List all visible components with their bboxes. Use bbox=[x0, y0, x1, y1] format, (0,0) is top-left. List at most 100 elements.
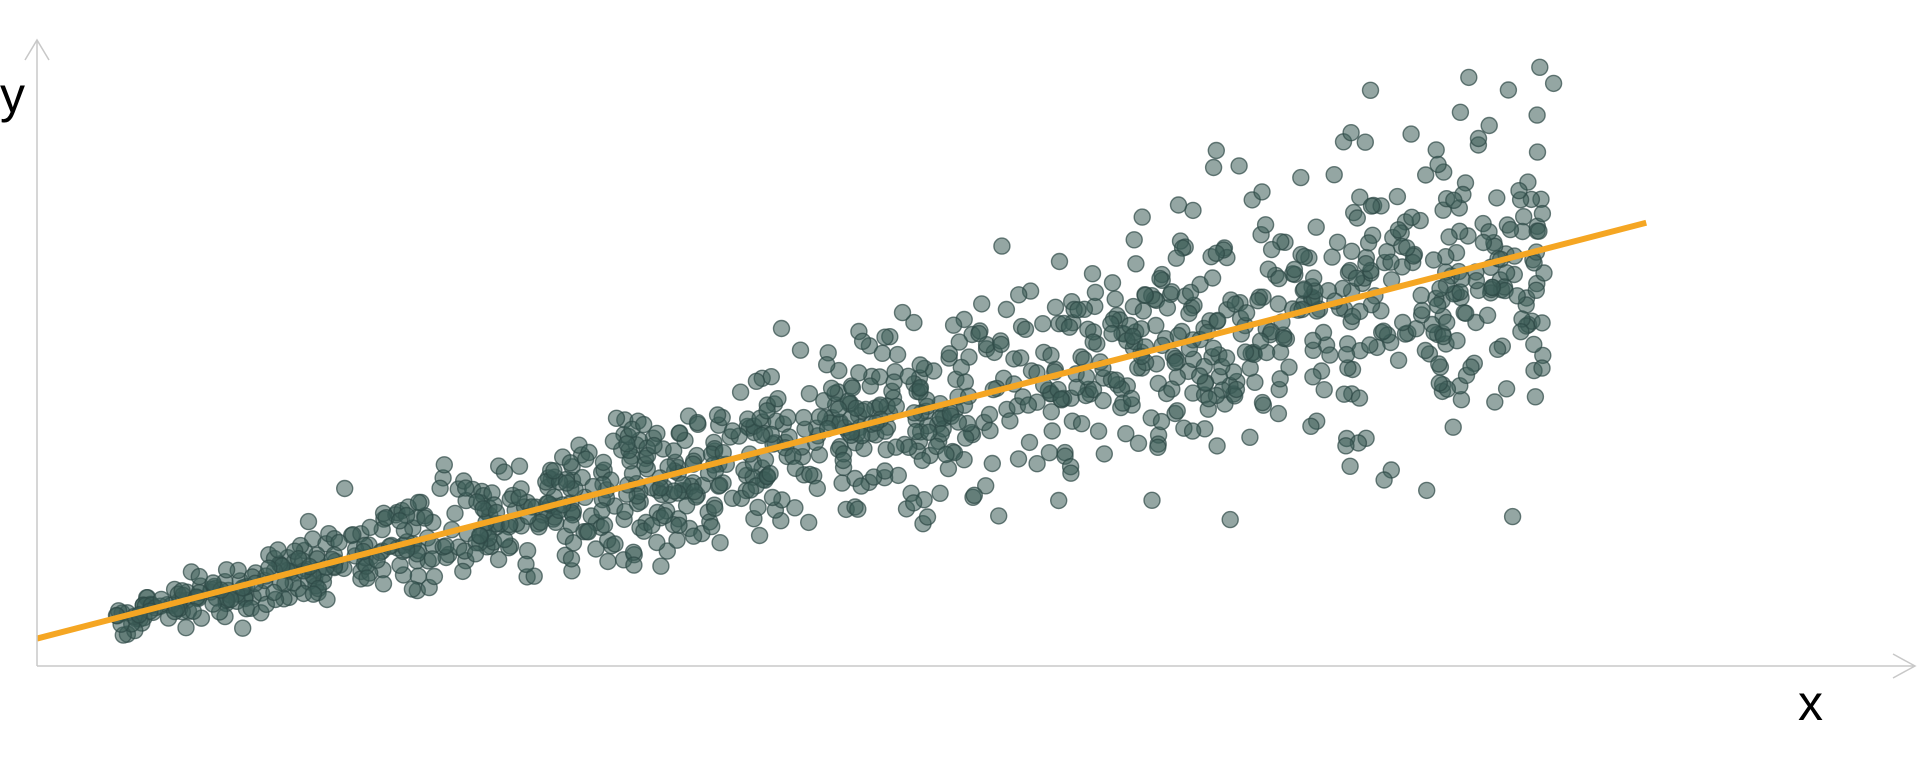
data-point bbox=[1285, 260, 1304, 279]
data-point bbox=[1009, 450, 1028, 468]
data-point bbox=[1428, 296, 1447, 315]
data-point bbox=[977, 477, 995, 495]
data-point bbox=[1086, 283, 1105, 302]
data-point bbox=[457, 479, 475, 497]
data-point bbox=[1335, 385, 1353, 403]
data-point bbox=[1315, 381, 1333, 399]
data-point bbox=[708, 406, 727, 424]
data-point bbox=[562, 516, 580, 534]
data-point bbox=[920, 423, 938, 441]
data-point bbox=[1249, 292, 1267, 310]
data-point bbox=[1403, 208, 1421, 227]
data-point bbox=[1361, 81, 1380, 100]
data-point bbox=[939, 459, 958, 478]
data-point bbox=[358, 569, 376, 587]
data-point bbox=[997, 300, 1016, 319]
data-point bbox=[1350, 389, 1369, 407]
data-point bbox=[1488, 189, 1506, 207]
data-point bbox=[1413, 301, 1431, 320]
data-point bbox=[786, 499, 804, 517]
data-point bbox=[1430, 374, 1449, 392]
data-point bbox=[1095, 445, 1114, 463]
data-point bbox=[1241, 428, 1259, 446]
data-point bbox=[1125, 231, 1143, 249]
y-axis-arrow-icon bbox=[24, 38, 50, 61]
data-point bbox=[1147, 316, 1165, 335]
data-point bbox=[791, 341, 810, 359]
data-point bbox=[762, 368, 780, 386]
data-point bbox=[403, 580, 422, 598]
data-point bbox=[800, 513, 818, 532]
data-point bbox=[496, 530, 514, 549]
data-point bbox=[876, 462, 894, 480]
data-point bbox=[849, 500, 867, 518]
data-point bbox=[665, 442, 683, 460]
data-point bbox=[1361, 336, 1379, 354]
data-point bbox=[1052, 390, 1070, 408]
data-point bbox=[752, 426, 771, 445]
data-point bbox=[1168, 402, 1186, 420]
data-point bbox=[1280, 358, 1298, 376]
data-point bbox=[1514, 207, 1533, 226]
data-point bbox=[1183, 422, 1202, 440]
data-point bbox=[843, 379, 862, 397]
data-point bbox=[1486, 393, 1504, 411]
data-point bbox=[965, 486, 983, 504]
data-point bbox=[1512, 323, 1530, 341]
data-point bbox=[1180, 304, 1198, 323]
axes bbox=[24, 38, 1917, 679]
data-point bbox=[970, 324, 988, 343]
data-point bbox=[711, 534, 729, 552]
data-point bbox=[1062, 464, 1080, 482]
data-point bbox=[1397, 239, 1416, 257]
data-point bbox=[645, 436, 663, 455]
data-point bbox=[425, 567, 444, 586]
data-point bbox=[1389, 221, 1408, 239]
data-point bbox=[1497, 264, 1516, 282]
data-point bbox=[416, 509, 434, 527]
data-point bbox=[651, 479, 670, 497]
data-point bbox=[758, 402, 776, 420]
data-point bbox=[1474, 233, 1493, 252]
data-point bbox=[1207, 244, 1226, 263]
data-point bbox=[1163, 380, 1181, 398]
data-point bbox=[177, 619, 195, 637]
data-point bbox=[1533, 204, 1552, 223]
data-point bbox=[1207, 141, 1226, 160]
data-point bbox=[1528, 106, 1546, 124]
data-point bbox=[1034, 315, 1052, 333]
data-point bbox=[668, 531, 686, 549]
data-point bbox=[1204, 339, 1223, 357]
data-point bbox=[1533, 359, 1551, 377]
data-point bbox=[956, 429, 975, 447]
data-point bbox=[233, 619, 252, 637]
points-layer bbox=[107, 58, 1563, 644]
data-point bbox=[1544, 74, 1563, 93]
data-point bbox=[1050, 252, 1069, 271]
data-point bbox=[1429, 155, 1447, 174]
data-point bbox=[749, 498, 767, 517]
data-point bbox=[1103, 324, 1121, 343]
data-point bbox=[1295, 247, 1314, 266]
data-point bbox=[1256, 216, 1275, 234]
data-point bbox=[525, 567, 543, 585]
data-point bbox=[1412, 286, 1430, 304]
data-point bbox=[204, 595, 222, 613]
data-point bbox=[944, 316, 963, 334]
data-point bbox=[446, 504, 464, 523]
data-point bbox=[1149, 438, 1167, 456]
data-point bbox=[801, 465, 819, 484]
data-point bbox=[741, 481, 760, 499]
data-point bbox=[1060, 318, 1079, 336]
data-point bbox=[861, 377, 879, 395]
data-point bbox=[847, 399, 865, 417]
data-point bbox=[1337, 345, 1356, 364]
data-point bbox=[1020, 433, 1039, 452]
data-point bbox=[1437, 313, 1456, 332]
data-point bbox=[1203, 269, 1222, 287]
data-point bbox=[1117, 425, 1135, 443]
data-point bbox=[495, 463, 514, 481]
fit-line bbox=[36, 219, 1648, 642]
data-point bbox=[510, 489, 528, 507]
data-point bbox=[818, 356, 836, 374]
